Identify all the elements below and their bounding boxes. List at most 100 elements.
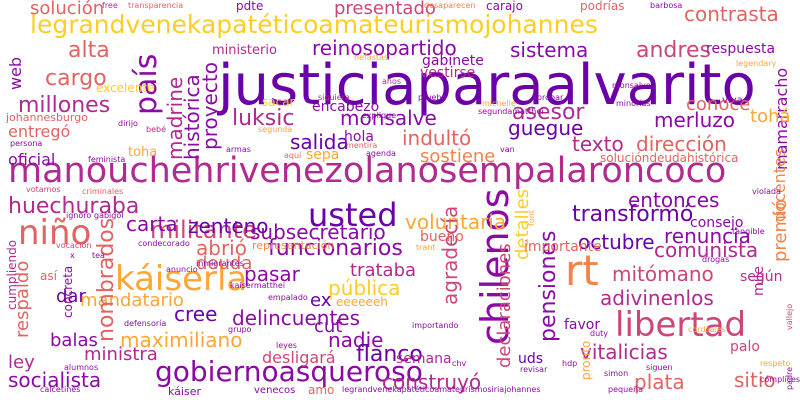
cloud-word: consejo (690, 215, 744, 231)
cloud-word: abrió (196, 236, 247, 260)
cloud-word: mitómano (612, 262, 714, 286)
cloud-word: simon (604, 369, 629, 378)
cloud-word: socialista (8, 368, 102, 392)
cloud-word: inmigrantes (196, 259, 244, 268)
cloud-word: maximiliano (120, 328, 243, 352)
cloud-word: sacar (262, 95, 295, 109)
cloud-word: oficial (8, 150, 56, 169)
cloud-word: feminista (88, 155, 126, 164)
cloud-word: zenteno (188, 214, 269, 238)
cloud-word: condecorado (138, 239, 190, 248)
cloud-word: barbosa (650, 1, 683, 10)
cloud-word: entregó (8, 122, 71, 141)
cloud-word: dirección (636, 132, 727, 156)
cloud-word: alta (68, 38, 110, 63)
cloud-word: mile (751, 265, 767, 296)
cloud-word: adivinenlos (600, 286, 714, 310)
cloud-word: indultó (402, 126, 472, 150)
cloud-word: palo (730, 339, 760, 355)
cloud-word: favor (564, 317, 601, 333)
cloud-word: grupo (228, 325, 252, 334)
cloud-word: segundamatthei (478, 107, 544, 116)
cloud-word: ignoro (66, 211, 92, 220)
cloud-word: voluntaria (405, 210, 507, 234)
cloud-word: libertad (615, 305, 747, 345)
cloud-word: balas (50, 330, 98, 351)
cloud-word: revisar (520, 365, 548, 374)
cloud-word: free (102, 1, 118, 10)
cloud-word: web (6, 56, 25, 90)
cloud-word: ex (310, 290, 332, 311)
cloud-word: monsalve (340, 106, 437, 130)
cloud-word: pequeña (608, 385, 644, 394)
cloud-word: reinosopartido (312, 36, 457, 60)
cloud-word: respuesta (706, 41, 776, 57)
cloud-word: pasar (244, 262, 300, 286)
cloud-word: luksic (232, 106, 295, 131)
cloud-word: salida (290, 130, 349, 154)
cloud-word: violada (752, 187, 781, 196)
cloud-word: guegue (508, 116, 584, 140)
cloud-word: johannesburgo (6, 111, 88, 124)
cloud-word: toha (128, 145, 158, 160)
cloud-word: leyes (276, 341, 297, 350)
cloud-word: subsecretario (250, 220, 386, 244)
cloud-word: criminales (82, 187, 124, 196)
cloud-word: contrasta (684, 2, 779, 26)
cloud-word: desligará (262, 348, 336, 367)
cloud-word: semana (396, 351, 452, 367)
cloud-word: merluzo (654, 108, 735, 132)
cloud-word: trataba (350, 260, 417, 281)
cloud-word: pdte (236, 0, 264, 13)
cloud-word: nombrados (94, 217, 119, 342)
cloud-word: docentes (770, 148, 789, 222)
cloud-word: octubre (578, 230, 655, 254)
cloud-word: nefastas (354, 53, 389, 62)
cloud-word: dirijo (118, 119, 138, 128)
cloud-word: uds (518, 351, 544, 367)
cloud-word: militante (150, 216, 257, 244)
cloud-word: defensoría (124, 319, 167, 328)
cloud-word: ministra (84, 344, 158, 365)
cloud-word: gobiernoasqueroso (155, 355, 423, 388)
cloud-word: aprobar (532, 93, 564, 102)
cloud-word: vitalicias (580, 340, 668, 364)
cloud-word: rt (565, 246, 599, 295)
cloud-word: usted (308, 196, 398, 234)
cloud-word: según (740, 269, 783, 285)
cloud-word: cree (174, 302, 218, 326)
cloud-word: carajo (486, 0, 523, 13)
cloud-word: manouchehrivenezolanosempalaroncoco (8, 151, 727, 191)
cloud-word: funcionarios (268, 236, 403, 261)
cloud-word: así (40, 269, 57, 283)
cloud-word: vocación (56, 241, 92, 250)
cloud-word: votamos (26, 185, 61, 194)
cloud-word: ley (8, 352, 35, 373)
cloud-word: delincuentes (232, 306, 361, 330)
cloud-word: anuncio (166, 265, 198, 274)
cloud-word: conoce (686, 94, 751, 115)
cloud-word: calcetines (40, 385, 81, 394)
cloud-word: duty (590, 329, 609, 338)
cloud-word: trant (416, 243, 436, 252)
cloud-word: respeto (760, 359, 791, 368)
cloud-word: explique (362, 111, 397, 120)
cloud-word: káiser (168, 385, 201, 398)
cloud-word: tohá (750, 106, 791, 127)
cloud-word: desaparecen (424, 1, 476, 10)
cloud-word: pronto (579, 340, 593, 380)
cloud-word: comunista (654, 238, 759, 262)
cloud-word: solucióndeudahistórica (600, 151, 739, 165)
cloud-word: mentira (346, 141, 378, 150)
cloud-word: tea (92, 251, 105, 260)
cloud-word: legrandvenekapatéticoamateurismojohannes (30, 10, 598, 39)
cloud-word: hola (344, 129, 374, 145)
cloud-word: prueba (418, 93, 447, 102)
cloud-word: segunda (258, 125, 293, 134)
cloud-word: plata (634, 370, 685, 394)
cloud-word: amo (308, 383, 335, 397)
cloud-word: millones (18, 93, 111, 118)
cloud-word: cumpliendo (5, 239, 19, 310)
cloud-word: proyecto (198, 62, 222, 150)
cloud-word: transformó (572, 202, 694, 227)
